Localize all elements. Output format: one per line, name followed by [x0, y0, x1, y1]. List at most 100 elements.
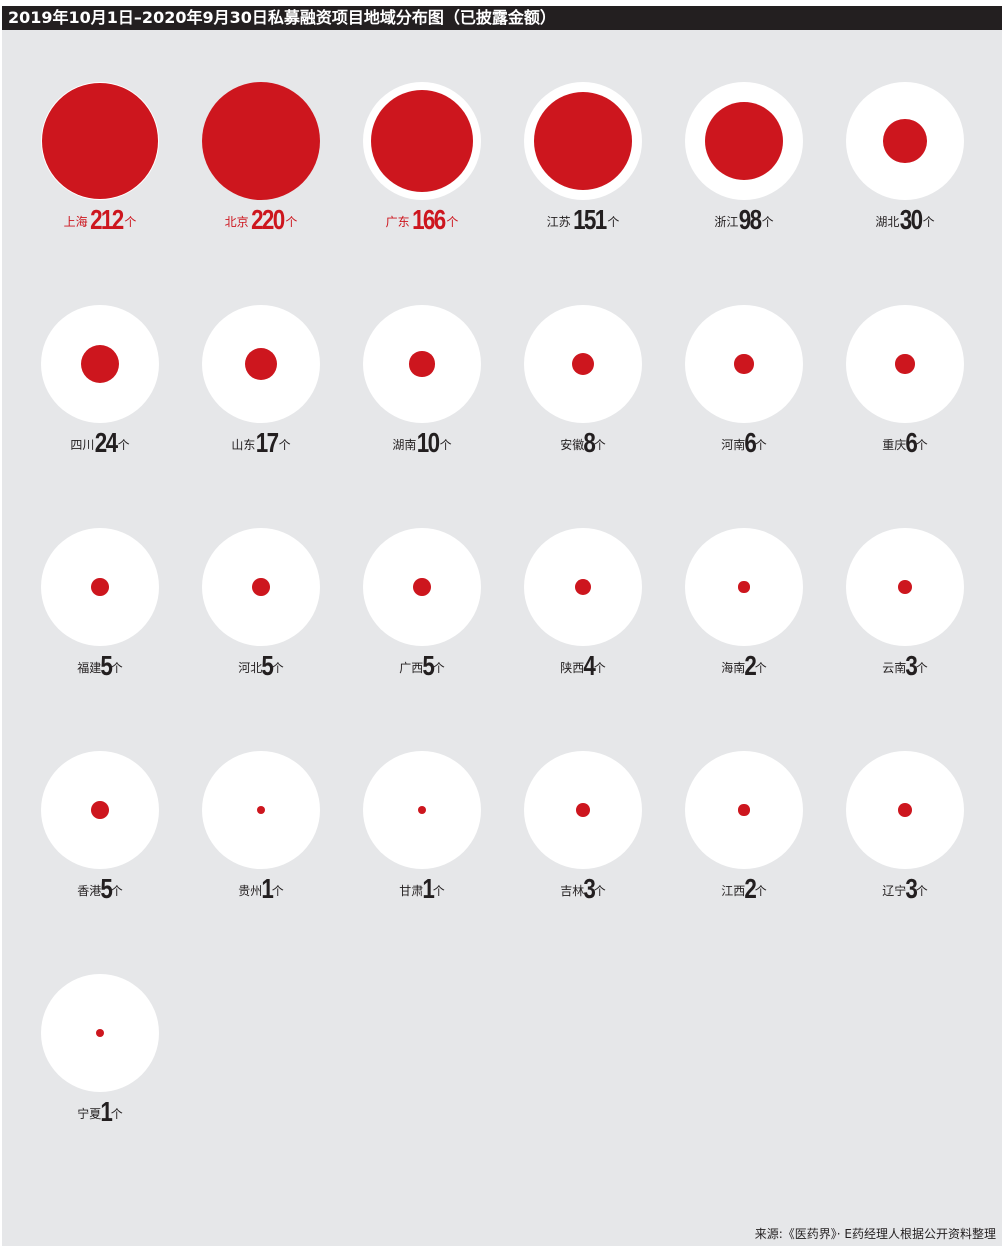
- unit-label: 个: [124, 215, 137, 229]
- bubble-item: 贵州1个: [181, 751, 341, 951]
- data-label: 1: [100, 1096, 113, 1127]
- bubble-ring: [363, 305, 481, 423]
- data-label: 3: [905, 873, 918, 904]
- region-name: 吉林: [560, 884, 585, 898]
- bubble: [418, 806, 426, 814]
- region-name: 海南: [721, 661, 746, 675]
- unit-label: 个: [593, 438, 606, 452]
- bubble-label: 福建5个: [20, 650, 180, 682]
- bubble-ring: [363, 82, 481, 200]
- unit-label: 个: [915, 661, 928, 675]
- bubble-label: 江西2个: [664, 873, 824, 905]
- bubble: [370, 89, 474, 193]
- unit-label: 个: [754, 661, 767, 675]
- region-name: 上海: [63, 215, 88, 229]
- bubble-label: 甘肃1个: [342, 873, 502, 905]
- bubble-label: 湖北30个: [825, 204, 985, 236]
- data-label: 1: [422, 873, 435, 904]
- bubble: [42, 83, 158, 199]
- bubble-ring: [363, 528, 481, 646]
- region-name: 贵州: [238, 884, 263, 898]
- region-name: 重庆: [882, 438, 907, 452]
- unit-label: 个: [278, 438, 291, 452]
- data-label: 166: [411, 204, 446, 235]
- bubble-item: 江西2个: [664, 751, 824, 951]
- bubble-ring: [846, 528, 964, 646]
- region-name: 宁夏: [77, 1107, 102, 1121]
- bubble-ring: [685, 305, 803, 423]
- region-name: 河北: [238, 661, 263, 675]
- bubble-ring: [41, 751, 159, 869]
- bubble-item: 海南2个: [664, 528, 824, 728]
- unit-label: 个: [922, 215, 935, 229]
- bubble-label: 陕西4个: [503, 650, 663, 682]
- unit-label: 个: [271, 661, 284, 675]
- region-name: 湖北: [875, 215, 900, 229]
- bubble-ring: [524, 82, 642, 200]
- unit-label: 个: [593, 661, 606, 675]
- bubble-item: 山东17个: [181, 305, 341, 505]
- bubble-item: 四川24个: [20, 305, 180, 505]
- bubble-ring: [524, 528, 642, 646]
- data-label: 6: [744, 427, 757, 458]
- bubble-ring: [202, 82, 320, 200]
- bubble: [576, 803, 590, 817]
- data-label: 5: [261, 650, 274, 681]
- unit-label: 个: [915, 438, 928, 452]
- region-name: 北京: [224, 215, 249, 229]
- bubble-item: 湖北30个: [825, 82, 985, 282]
- bubble: [413, 578, 431, 596]
- bubble-item: 湖南10个: [342, 305, 502, 505]
- unit-label: 个: [110, 1107, 123, 1121]
- bubble: [96, 1029, 104, 1037]
- bubble-item: 宁夏1个: [20, 974, 180, 1174]
- data-label: 2: [744, 650, 757, 681]
- data-label: 6: [905, 427, 918, 458]
- bubble: [575, 579, 591, 595]
- data-label: 4: [583, 650, 596, 681]
- unit-label: 个: [593, 884, 606, 898]
- bubble-item: 安徽8个: [503, 305, 663, 505]
- unit-label: 个: [915, 884, 928, 898]
- bubble: [738, 804, 750, 816]
- bubble: [898, 580, 912, 594]
- region-name: 甘肃: [399, 884, 424, 898]
- bubble-item: 辽宁3个: [825, 751, 985, 951]
- region-name: 香港: [77, 884, 102, 898]
- data-label: 220: [250, 204, 285, 235]
- bubble-item: 陕西4个: [503, 528, 663, 728]
- data-label: 30: [900, 204, 923, 235]
- bubble-ring: [685, 82, 803, 200]
- unit-label: 个: [754, 884, 767, 898]
- bubble-label: 重庆6个: [825, 427, 985, 459]
- bubble-ring: [846, 305, 964, 423]
- region-name: 陕西: [560, 661, 585, 675]
- bubble-label: 安徽8个: [503, 427, 663, 459]
- data-label: 3: [905, 650, 918, 681]
- region-name: 广西: [399, 661, 424, 675]
- unit-label: 个: [285, 215, 298, 229]
- bubble: [895, 354, 915, 374]
- bubble-item: 吉林3个: [503, 751, 663, 951]
- bubble-label: 山东17个: [181, 427, 341, 459]
- unit-label: 个: [607, 215, 620, 229]
- bubble: [704, 101, 784, 181]
- bubble: [738, 581, 750, 593]
- unit-label: 个: [110, 661, 123, 675]
- bubble: [409, 351, 435, 377]
- unit-label: 个: [271, 884, 284, 898]
- region-name: 福建: [77, 661, 102, 675]
- bubble: [883, 119, 927, 163]
- region-name: 江苏: [546, 215, 571, 229]
- source-note: 来源:《医药界》· E药经理人根据公开资料整理: [754, 1227, 996, 1241]
- data-label: 212: [89, 204, 124, 235]
- unit-label: 个: [117, 438, 130, 452]
- bubble-ring: [41, 305, 159, 423]
- bubble-item: 浙江98个: [664, 82, 824, 282]
- bubble: [734, 354, 754, 374]
- bubble-label: 香港5个: [20, 873, 180, 905]
- unit-label: 个: [110, 884, 123, 898]
- bubble-ring: [846, 82, 964, 200]
- bubble-label: 上海212 个: [20, 204, 180, 236]
- bubble-item: 福建5个: [20, 528, 180, 728]
